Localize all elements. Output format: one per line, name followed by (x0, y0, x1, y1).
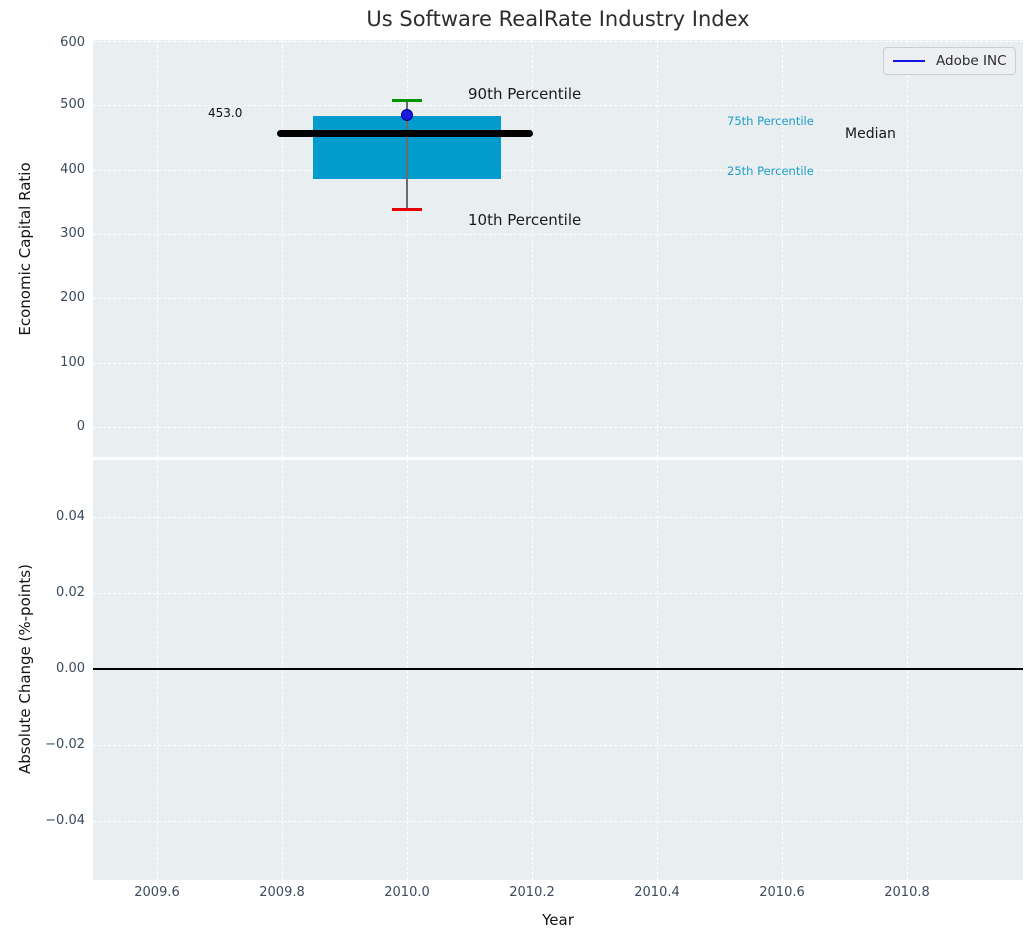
chart-title: Us Software RealRate Industry Index (366, 7, 750, 31)
gridline (282, 40, 283, 457)
legend-label: Adobe INC (936, 53, 1007, 69)
gridline (907, 40, 908, 457)
gridline (93, 745, 1023, 746)
gridline (407, 460, 408, 880)
gridline (93, 234, 1023, 235)
gridline (532, 460, 533, 880)
bottom-y-axis-label: Absolute Change (%-points) (16, 564, 34, 774)
y-tick-label: 0.00 (56, 661, 85, 676)
bottom-plot-area (93, 460, 1023, 880)
legend: Adobe INC (883, 47, 1016, 75)
p10-label: 10th Percentile (468, 211, 582, 229)
zero-reference-line (93, 668, 1023, 670)
x-tick-label: 2010.8 (884, 885, 930, 900)
y-tick-label: −0.02 (45, 737, 85, 752)
p90-cap (392, 99, 422, 102)
top-plot-area: 453.0 90th Percentile 10th Percentile 75… (93, 40, 1023, 457)
x-tick-label: 2010.6 (759, 885, 805, 900)
gridline (93, 298, 1023, 299)
y-tick-label: 0.02 (56, 585, 85, 600)
median-label: Median (845, 126, 896, 142)
gridline (93, 517, 1023, 518)
gridline (93, 427, 1023, 428)
x-tick-label: 2010.2 (509, 885, 555, 900)
gridline (93, 170, 1023, 171)
p90-label: 90th Percentile (468, 85, 582, 103)
y-tick-label: 100 (60, 355, 85, 370)
gridline (93, 41, 1023, 42)
median-value-label: 453.0 (208, 106, 243, 120)
y-tick-label: 400 (60, 162, 85, 177)
gridline (782, 460, 783, 880)
x-tick-label: 2010.4 (634, 885, 680, 900)
p10-cap (392, 208, 422, 211)
x-tick-label: 2010.0 (384, 885, 430, 900)
x-tick-label: 2009.6 (134, 885, 180, 900)
gridline (407, 40, 408, 457)
whisker-line (406, 101, 408, 211)
x-tick-label: 2009.8 (259, 885, 305, 900)
y-tick-label: 0 (76, 419, 85, 434)
y-tick-label: 300 (60, 226, 85, 241)
gridline (282, 460, 283, 880)
gridline (532, 40, 533, 457)
gridline (93, 105, 1023, 106)
gridline (907, 460, 908, 880)
legend-line-icon (893, 59, 925, 63)
gridline (157, 460, 158, 880)
y-tick-label: −0.04 (45, 813, 85, 828)
p25-label: 25th Percentile (727, 164, 814, 178)
gridline (657, 460, 658, 880)
gridline (782, 40, 783, 457)
gridline (93, 593, 1023, 594)
y-tick-label: 500 (60, 97, 85, 112)
gridline (93, 363, 1023, 364)
y-tick-label: 600 (60, 35, 85, 50)
top-y-axis-label: Economic Capital Ratio (16, 162, 34, 336)
p75-label: 75th Percentile (727, 114, 814, 128)
y-tick-label: 0.04 (56, 509, 85, 524)
gridline (657, 40, 658, 457)
gridline (93, 821, 1023, 822)
y-tick-label: 200 (60, 290, 85, 305)
median-line (277, 130, 533, 137)
gridline (157, 40, 158, 457)
x-axis-label: Year (542, 911, 574, 929)
adobe-marker (401, 109, 413, 121)
